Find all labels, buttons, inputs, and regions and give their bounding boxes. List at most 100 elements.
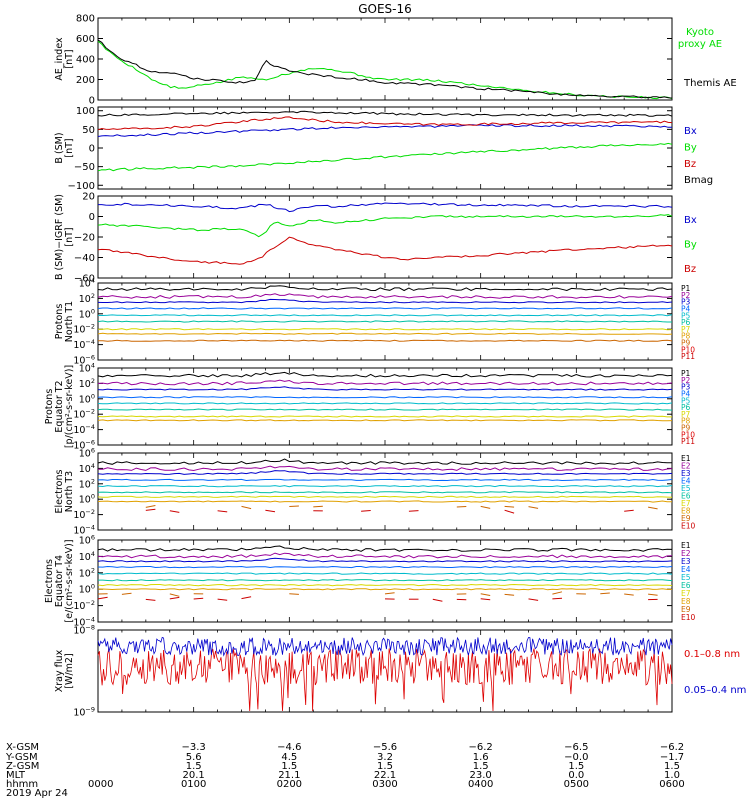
legend-label: E5 [681,573,691,582]
channel-segment-e9 [121,592,132,595]
y-tick-label: 400 [76,55,95,66]
legend-label: E3 [681,469,691,478]
channel-segment-e9 [552,591,563,595]
y-tick-label: 104 [79,277,95,290]
x-row-value: 1.5 [664,761,680,772]
y-tick-label: 600 [76,34,95,45]
channel-segment-e10 [504,509,515,514]
channel-segment-e9 [648,593,658,596]
channel-segment-e10 [265,509,276,513]
legend-label: Bx [684,215,697,226]
y-tick-label: 10−6 [73,354,95,367]
legend-label: P3 [681,298,691,307]
channel-line-p8 [97,332,673,335]
legend-label: P6 [681,403,691,412]
y-tick-label: −40 [74,253,95,264]
y-axis-label: Xray flux [54,649,65,692]
y-axis-label: Electrons [44,559,55,603]
y-tick-label: 100 [79,392,95,405]
legend-label: E3 [681,557,691,566]
channel-line-e6 [98,579,673,582]
y-tick-label: 10−4 [73,616,95,629]
y-tick-label: 10−2 [73,599,95,612]
y-tick-label: 10−2 [73,408,95,421]
legend-label: P8 [681,417,691,426]
y-tick-label: 102 [79,292,95,305]
channel-line-e7 [97,583,673,587]
channel-line-p3 [97,386,673,391]
x-row-value: 0600 [659,779,684,790]
y-tick-label: 10−6 [73,439,95,452]
x-row-value: −0.0 [564,752,588,763]
y-axis-label: [e/(cm²-s-sr-keV)] [64,539,75,622]
legend-label: P9 [681,424,691,433]
channel-segment-e9 [624,593,634,596]
legend-label: E6 [681,492,691,501]
legend-label: P2 [681,291,691,300]
x-row-label: Y-GSM [5,752,38,763]
y-tick-label: 104 [79,462,95,475]
panel-pn: Protons North T1 10−6 10−4 10−2 100 102 104 P1P2… [54,277,695,367]
series-line-bz [97,236,673,265]
y-tick-label: 106 [79,447,95,460]
y-axis-label: AE_index [54,37,65,81]
channel-line-e1 [97,458,672,465]
channel-segment-e10 [169,510,180,513]
x-row-value: 22.1 [374,770,396,781]
legend-label: E2 [681,462,691,471]
channel-segment-e9 [384,592,395,595]
channel-line-p7 [98,328,673,331]
legend-label: P4 [681,389,691,398]
y-tick-label: 104 [79,362,95,375]
series-line-bmag [97,110,673,117]
channel-line-p4 [97,307,673,310]
xray-series-long [97,648,673,712]
y-tick-label: 104 [79,550,95,563]
legend-label: By [684,142,697,153]
channel-segment-e10 [193,597,204,600]
channel-segment-e9 [648,506,658,510]
channel-segment-e9 [456,506,467,508]
y-tick-label: 10−2 [73,323,95,336]
legend-label: P10 [681,345,695,354]
x-row-value: 5.6 [186,752,202,763]
channel-line-p9 [97,339,673,342]
y-tick-label: −100 [68,181,95,192]
legend-label: E9 [681,514,691,523]
channel-segment-e9 [504,593,515,596]
y-tick-label: 102 [79,377,95,390]
y-tick-label: 0 [89,96,95,107]
legend-label: P10 [681,430,695,439]
x-row-value: −4.6 [277,742,301,753]
legend-label: E2 [681,549,691,558]
channel-line-e1 [97,545,673,552]
x-row-value: −6.2 [469,742,493,753]
legend-label: P1 [681,284,691,293]
y-axis-label: North T3 [64,471,75,512]
channel-segment-e10 [361,510,371,512]
legend-label: Bmag [684,175,713,186]
legend-label: E9 [681,605,691,614]
xray-series-short [97,636,673,657]
channel-line-p5 [97,402,673,405]
y-axis-label: Protons [44,389,55,425]
channel-segment-e10 [408,510,419,512]
x-row-value: 1.5 [377,761,393,772]
y-axis-label: B (SM)−IGRF (SM) [54,194,65,280]
x-row-value: −6.2 [660,742,684,753]
x-row-label: X-GSM [6,742,39,753]
x-row-value: 1.6 [473,752,489,763]
channel-line-e2 [97,552,673,559]
channel-line-e5 [97,484,673,488]
legend-label: E8 [681,507,691,516]
y-axis-label: Equator T2 [54,380,65,432]
x-row-value: 21.1 [278,770,300,781]
channel-segment-e10 [145,508,156,511]
channel-line-p8 [97,419,673,422]
legend-label: E1 [681,541,691,550]
legend-label: P5 [681,396,691,405]
legend-label: P7 [681,325,691,334]
panel-frame [97,106,673,190]
legend-label: P2 [681,376,691,385]
y-axis-label: [W/m2] [64,653,75,688]
